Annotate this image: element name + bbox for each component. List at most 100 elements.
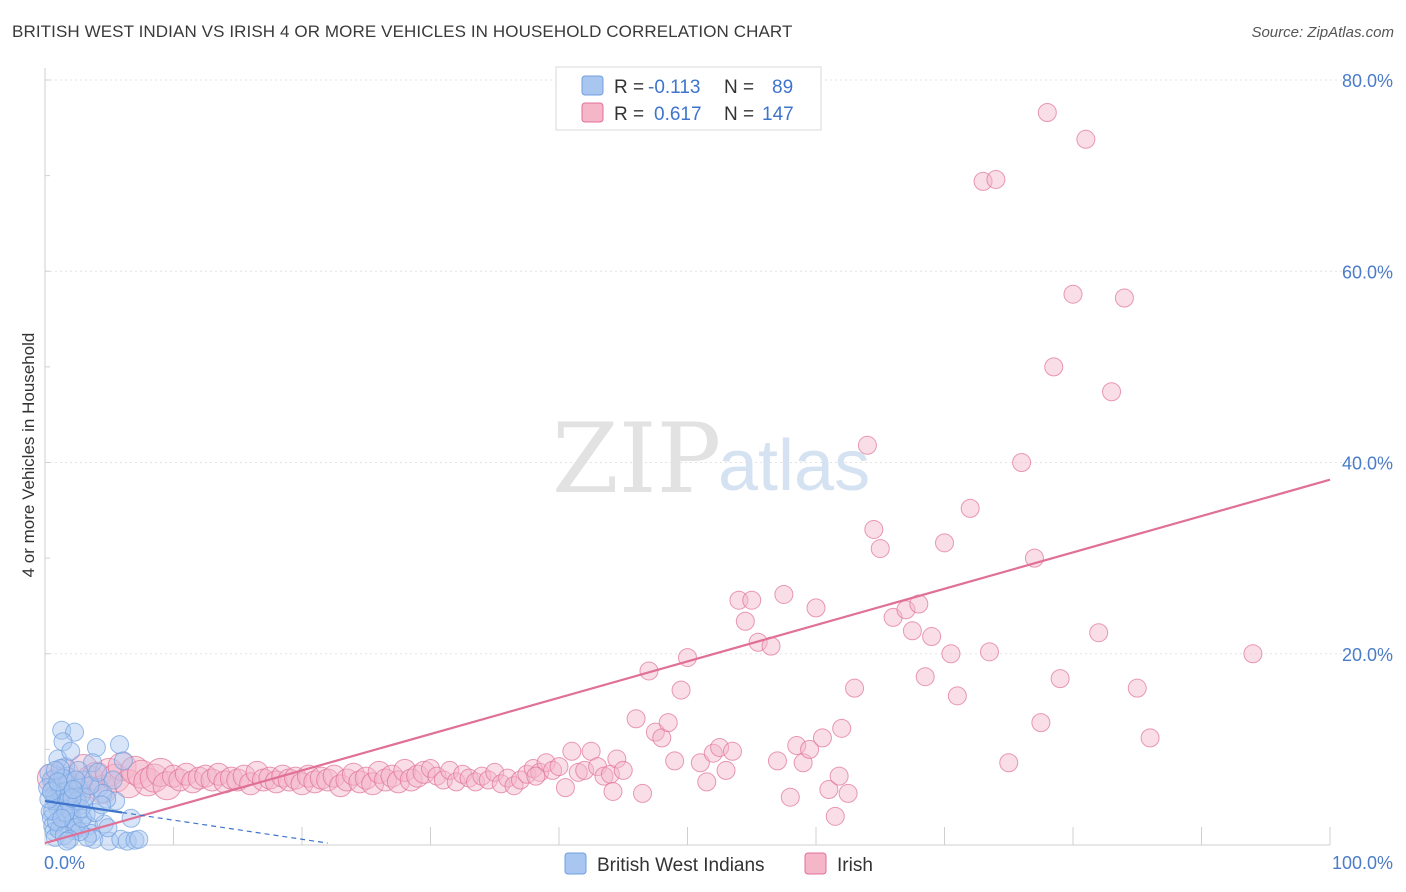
irish-point-54: [386, 770, 410, 794]
irish-point-116: [806, 598, 826, 618]
legend-swatch-irish: [581, 102, 604, 123]
irish-point-34: [258, 766, 282, 790]
series-legend: British West Indians Irish: [564, 852, 873, 876]
bwi-point-59: [38, 778, 58, 798]
bwi-point-67: [117, 831, 137, 851]
legend-n-label-1: N =: [724, 104, 754, 125]
bwi-point-88: [63, 780, 83, 800]
watermark: ZIP atlas: [552, 403, 870, 515]
legend-r-label-1: R =: [614, 104, 644, 125]
irish-point-144: [1044, 357, 1064, 377]
irish-point-56: [399, 768, 423, 792]
bwi-point-83: [41, 781, 61, 801]
irish-point-92: [639, 661, 659, 681]
bwi-point-70: [129, 829, 149, 849]
irish-point-43: [316, 768, 340, 792]
irish-point-133: [941, 644, 961, 664]
irish-point-135: [960, 498, 980, 518]
irish-point-132: [935, 533, 954, 553]
irish-point-14: [126, 759, 156, 789]
irish-point-143: [1037, 103, 1057, 123]
y-tick-label-2: 60.0%: [1342, 262, 1393, 282]
irish-point-145: [1050, 669, 1070, 689]
legend-r-label-0: R =: [614, 77, 644, 98]
bwi-point-46: [103, 770, 123, 790]
legend-n-value-0: 89: [772, 77, 793, 98]
regression-lines: [44, 478, 1331, 845]
irish-point-95: [658, 713, 678, 733]
y-tick-labels: 20.0% 40.0% 60.0% 80.0%: [1342, 71, 1393, 665]
irish-point-148: [1089, 623, 1109, 643]
irish-point-90: [626, 709, 646, 729]
irish-point-139: [999, 753, 1019, 773]
irish-point-138: [986, 169, 1006, 189]
bwi-point-51: [97, 789, 117, 809]
irish-point-124: [864, 519, 884, 539]
irish-point-122: [845, 678, 865, 698]
irish-point-81: [562, 741, 582, 761]
irish-point-131: [922, 627, 942, 647]
irish-point-146: [1063, 284, 1083, 304]
legend-n-value-1: 147: [762, 104, 794, 125]
irish-point-97: [671, 680, 691, 700]
y-tick-label-3: 80.0%: [1342, 71, 1393, 91]
irish-point-142: [1031, 713, 1051, 733]
irish-point-152: [1140, 728, 1160, 748]
irish-point-125: [870, 539, 890, 559]
irish-point-80: [555, 778, 575, 798]
irish-point-107: [742, 590, 762, 610]
bwi-point-48: [113, 751, 133, 771]
irish-point-120: [832, 718, 852, 738]
irish-point-104: [722, 741, 742, 761]
irish-point-52: [374, 768, 398, 792]
irish-point-47: [341, 762, 365, 786]
irish-point-62: [440, 760, 460, 780]
irish-point-155: [603, 781, 623, 801]
irish-point-100: [697, 772, 717, 792]
watermark-zip: ZIP: [552, 403, 721, 515]
bottom-legend-swatch-irish[interactable]: [804, 852, 827, 875]
bwi-point-47: [110, 735, 130, 755]
irish-point-119: [825, 806, 845, 826]
y-axis-title: 4 or more Vehicles in Household: [19, 333, 38, 578]
irish-point-112: [780, 787, 800, 807]
irish-point-41: [303, 770, 327, 794]
chart-title: BRITISH WEST INDIAN VS IRISH 4 OR MORE V…: [12, 22, 793, 41]
irish-point-86: [594, 766, 614, 786]
irish-point-103: [716, 760, 736, 780]
irish-point-113: [787, 736, 807, 756]
irish-point-79: [549, 757, 569, 777]
bwi-point-43: [86, 737, 106, 757]
irish-point-31: [239, 772, 263, 796]
irish-point-82: [568, 762, 588, 782]
irish-point-111: [774, 584, 794, 604]
bwi-regression-extension: [122, 811, 328, 844]
legend-swatch-british-west-indians: [581, 75, 604, 96]
bwi-point-85: [52, 808, 72, 828]
irish-point-128: [902, 621, 922, 641]
bottom-legend-label-irish[interactable]: Irish: [837, 855, 873, 876]
bottom-legend-label-british-west-indians[interactable]: British West Indians: [597, 855, 765, 876]
bottom-legend-swatch-british-west-indians[interactable]: [564, 852, 587, 875]
watermark-atlas: atlas: [718, 426, 870, 506]
legend-r-value-1: 0.617: [654, 104, 702, 125]
irish-point-18: [152, 771, 182, 801]
irish-point-57: [406, 764, 430, 788]
irish-point-26: [206, 762, 230, 786]
bwi-point-62: [72, 808, 92, 828]
gridlines: [45, 79, 1392, 655]
irish-point-150: [1114, 288, 1134, 308]
irish-point-91: [633, 783, 653, 803]
irish-point-89: [613, 760, 633, 780]
irish-point-21: [174, 762, 198, 786]
legend-n-label-0: N =: [724, 77, 754, 98]
irish-point-106: [735, 611, 755, 631]
irish-point-156: [829, 766, 849, 786]
irish-point-117: [812, 728, 832, 748]
irish-point-19: [162, 764, 185, 788]
x-tick-label-0: 0.0%: [44, 853, 85, 873]
irish-point-121: [838, 783, 858, 803]
irish-point-51: [367, 760, 391, 784]
irish-point-88: [607, 749, 627, 769]
